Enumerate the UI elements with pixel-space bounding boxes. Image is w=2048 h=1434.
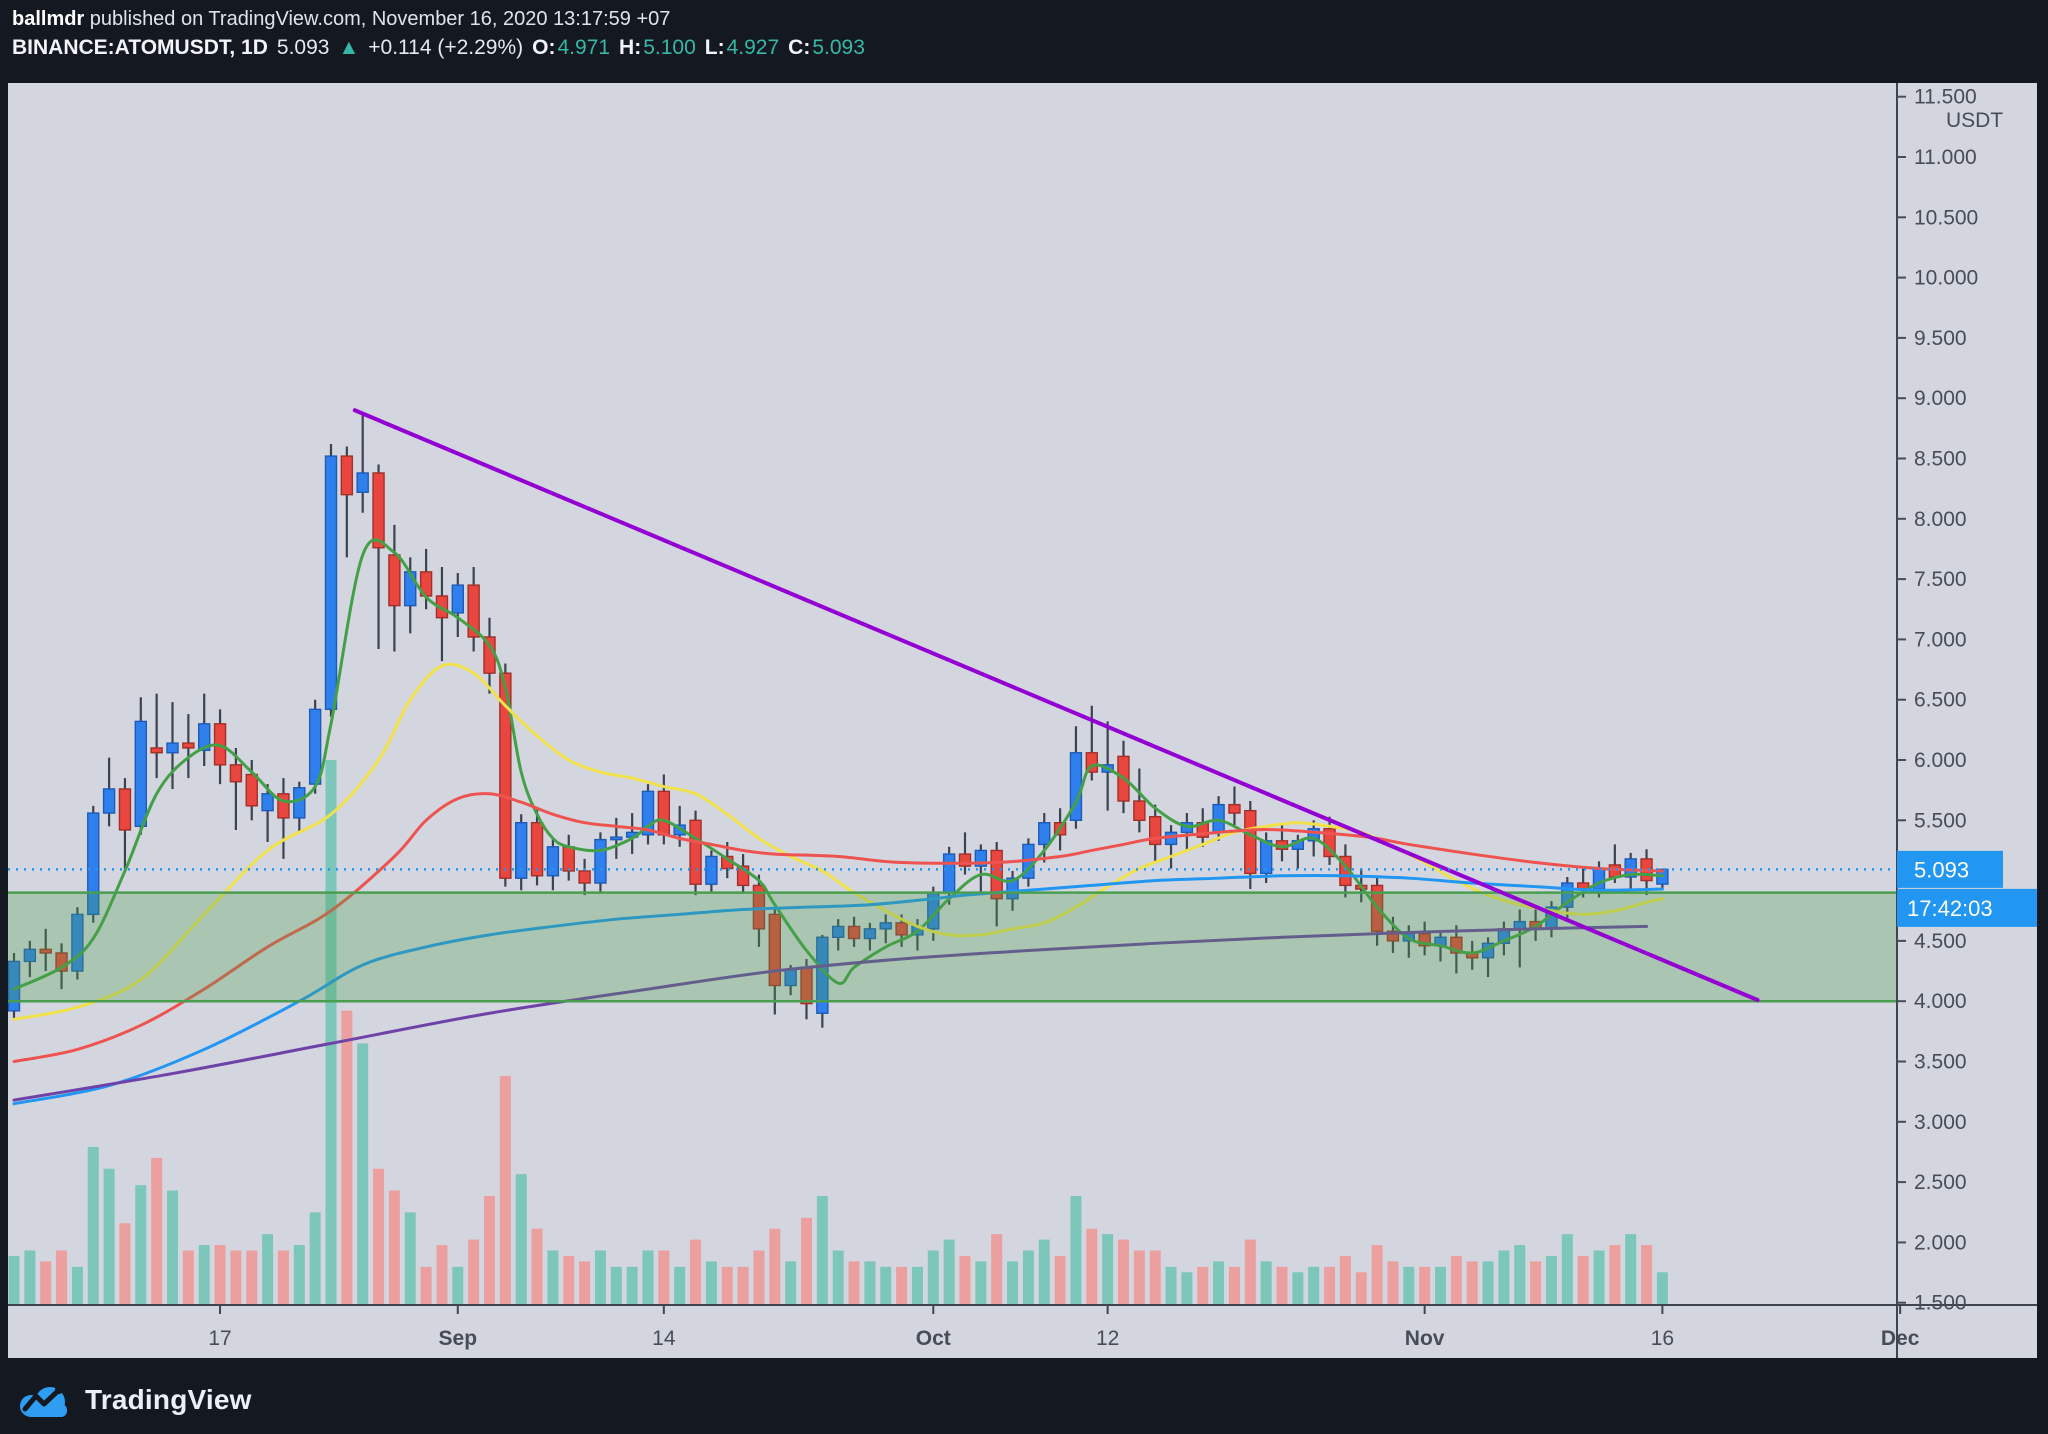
byline: ballmdr published on TradingView.com, No… [12,6,865,32]
time-label-12: 12 [1096,1327,1119,1350]
price-tick-4.000: 4.000 [1914,990,1967,1013]
price-tick-7.000: 7.000 [1914,628,1967,651]
up-arrow-icon: ▲ [338,36,360,59]
time-label-Sep: Sep [439,1327,478,1350]
support-band [8,891,1897,1003]
price-tick-3.000: 3.000 [1914,1111,1967,1134]
ma-slow-red [12,792,1664,1063]
moving-average-overlays [12,538,1664,1106]
last-price-label-and-countdown: 5.093 17:42:03 [1897,850,2037,927]
price-tick-7.500: 7.500 [1914,568,1967,591]
open-value: O: 4.971 [532,36,611,59]
price-tick-8.500: 8.500 [1914,448,1967,471]
price-tick-2.500: 2.500 [1914,1171,1967,1194]
chart-area: 17 Sep 14 Oct 12 Nov 16 Dec 11.500 11.000 10.500 1… [7,83,2037,1358]
descending-trend-line [352,408,1760,1002]
time-label-16: 16 [1651,1327,1674,1350]
price-tick-11.000: 11.000 [1914,146,1977,169]
high-value: H: 5.100 [619,36,696,59]
time-label-Dec: Dec [1881,1327,1920,1350]
price-tick-4.500: 4.500 [1914,930,1967,953]
price-tick-9.000: 9.000 [1914,387,1967,410]
page-footer: TradingView [14,1372,252,1428]
price-tick-6.000: 6.000 [1914,749,1967,772]
time-label-14: 14 [652,1327,676,1350]
chart-canvas: 17 Sep 14 Oct 12 Nov 16 Dec 11.50011.00010.5001… [7,83,2037,1358]
close-value: C: 5.093 [788,36,865,59]
last-price-value: 5.093 [276,36,330,59]
low-value: L: 4.927 [704,36,780,59]
time-label-Nov: Nov [1405,1327,1445,1350]
bar-close-countdown: 17:42:03 [1907,896,1993,921]
time-label-Oct: Oct [916,1327,951,1350]
page-header: ballmdr published on TradingView.com, No… [12,6,865,78]
time-label-17: 17 [208,1327,231,1350]
tradingview-logo-icon[interactable] [14,1378,72,1422]
price-tick-8.000: 8.000 [1914,508,1967,531]
price-unit-label: USDT [1946,109,2003,132]
price-tick-6.500: 6.500 [1914,689,1967,712]
last-price-label: 5.093 [1914,857,1969,882]
price-tick-5.500: 5.500 [1914,809,1967,832]
ma-medium-yellow [12,662,1664,1021]
price-tick-1.500: 1.500 [1914,1292,1967,1315]
time-axis: 17 Sep 14 Oct 12 Nov 16 Dec [8,1304,2037,1350]
price-tick-9.500: 9.500 [1914,327,1967,350]
price-tick-10.000: 10.000 [1914,267,1978,290]
price-tick-10.500: 10.500 [1914,206,1978,229]
price-tick-3.500: 3.500 [1914,1051,1967,1074]
ma-long-blue [12,873,1664,1106]
byline-text: published on TradingView.com, November 1… [84,8,671,30]
ma-xlong-purple [12,924,1649,1102]
volume-series [8,760,1668,1305]
price-tick-2.000: 2.000 [1914,1231,1967,1254]
tradingview-brand-text[interactable]: TradingView [85,1384,252,1415]
price-axis: 11.500 11.000 10.500 10.000 9.500 9.000 8.500 8… [1896,83,2003,1358]
author-name: ballmdr [12,8,85,30]
symbol-status-line: BINANCE:ATOMUSDT, 1D 5.093 ▲ +0.114 (+2.… [12,34,865,61]
symbol-interval: BINANCE:ATOMUSDT, 1D [12,36,268,59]
price-change: +0.114 (+2.29%) [368,36,524,59]
price-tick-11.500: 11.500 [1914,86,1977,109]
